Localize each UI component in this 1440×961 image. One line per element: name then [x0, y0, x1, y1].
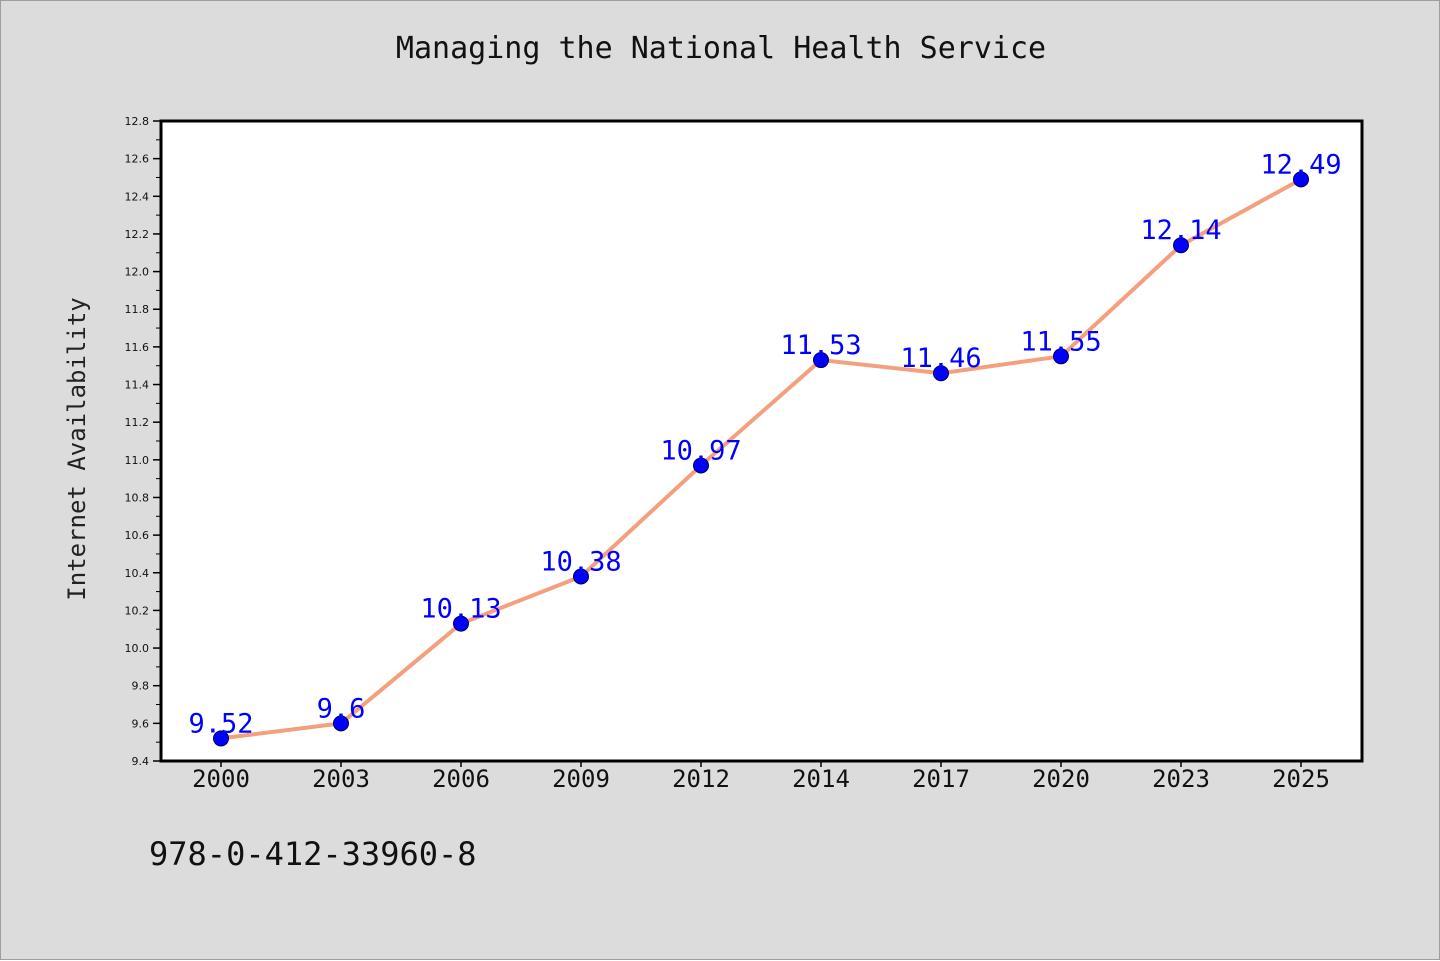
y-tick-label: 10.6	[125, 529, 150, 542]
data-point	[693, 457, 709, 474]
x-tick-label: 2017	[912, 765, 970, 793]
data-markers	[213, 171, 1309, 747]
data-label: 11.53	[780, 330, 861, 361]
data-point	[213, 730, 229, 747]
x-tick-label: 2009	[552, 765, 610, 793]
x-tick-label: 2000	[192, 765, 250, 793]
data-point	[1173, 237, 1189, 254]
y-tick-label: 11.8	[125, 303, 150, 316]
x-tick-label: 2006	[432, 765, 490, 793]
y-tick-label: 11.4	[125, 379, 150, 392]
y-tick-label: 12.8	[125, 115, 150, 128]
y-tick-label: 10.0	[125, 642, 150, 655]
data-point	[1053, 348, 1069, 365]
y-tick-label: 9.6	[132, 717, 150, 730]
y-tick-label: 10.2	[125, 604, 150, 617]
x-tick-label: 2023	[1152, 765, 1210, 793]
isbn-label: 978-0-412-33960-8	[149, 835, 477, 873]
x-axis: 2000 2003 2006 2009 2012 2014 2017 2020 2023 2025	[192, 761, 1330, 793]
y-tick-label: 11.2	[125, 416, 150, 429]
plot-area	[159, 119, 1364, 763]
chart-title: Managing the National Health Service	[395, 31, 1047, 66]
y-tick-label: 12.4	[125, 190, 150, 203]
data-label: 12.14	[1140, 215, 1221, 246]
data-label: 9.6	[317, 693, 366, 724]
data-point	[333, 715, 349, 732]
x-tick-label: 2003	[312, 765, 370, 793]
data-point	[813, 352, 829, 369]
y-tick-label: 9.4	[132, 755, 150, 768]
data-label: 11.55	[1020, 326, 1101, 357]
data-label: 10.13	[420, 594, 501, 625]
y-tick-label: 10.4	[125, 567, 150, 580]
x-tick-label: 2025	[1272, 765, 1330, 793]
data-label: 10.38	[540, 547, 621, 578]
data-label: 11.46	[900, 343, 981, 374]
y-tick-label: 10.8	[125, 491, 150, 504]
x-tick-label: 2014	[792, 765, 850, 793]
x-tick-label: 2020	[1032, 765, 1090, 793]
y-tick-label: 9.8	[132, 680, 150, 693]
data-labels: 9.52 9.6 10.13 10.38 10.97 11.53 11.46 11.55 12.…	[188, 149, 1341, 739]
data-label: 9.52	[188, 708, 253, 739]
y-tick-label: 11.6	[125, 341, 150, 354]
x-tick-label: 2012	[672, 765, 730, 793]
series-line	[220, 177, 1302, 741]
data-point	[933, 365, 949, 382]
data-label: 12.49	[1260, 149, 1341, 180]
data-point	[573, 568, 589, 585]
y-tick-label: 12.6	[125, 153, 150, 166]
data-point	[1293, 171, 1309, 188]
data-point	[453, 615, 469, 632]
y-tick-label: 11.0	[125, 454, 150, 467]
y-tick-label: 12.0	[125, 266, 150, 279]
y-tick-label: 12.2	[125, 228, 150, 241]
data-label: 10.97	[660, 435, 741, 466]
y-axis: 9.4 9.6 9.8 10.0 10.2 10.4 10.6 10.8 11.0 11.2 11.…	[125, 115, 161, 768]
